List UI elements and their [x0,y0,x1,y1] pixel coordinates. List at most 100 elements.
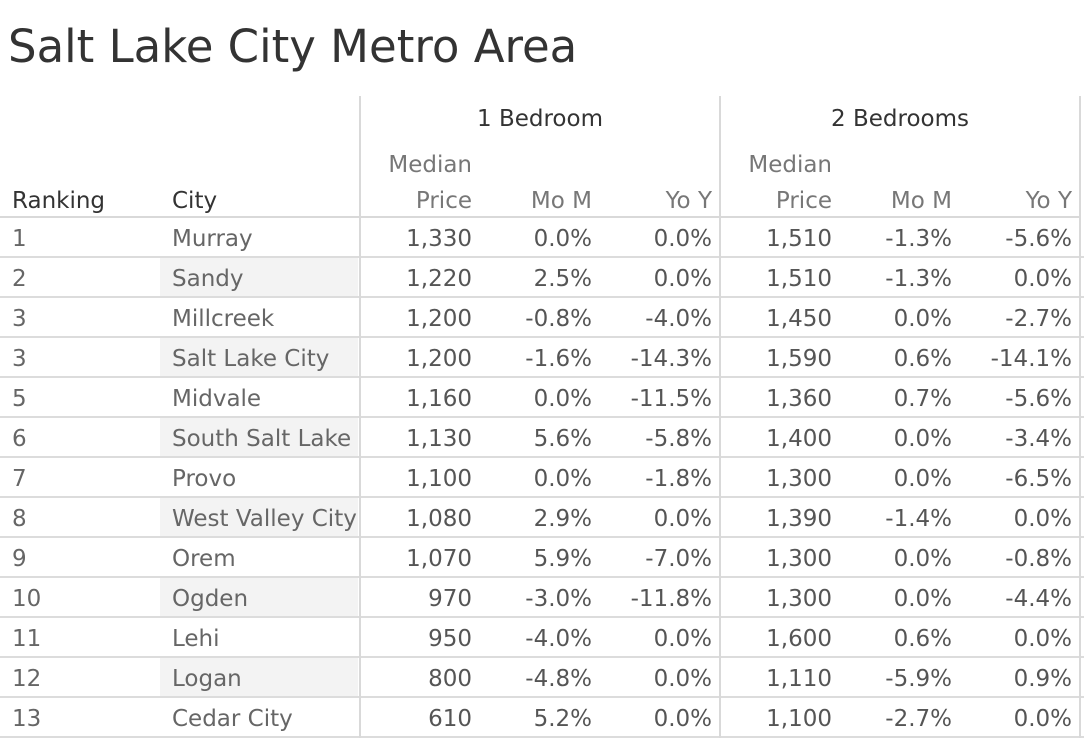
header-divider-1-bedroom [359,96,361,218]
ranking-cell: 13 [12,706,42,732]
two-bedrooms-price-cell: 1,100 [766,706,832,732]
table-row: 9 Orem 1,070 5.9% -7.0% 1,300 0.0% -0.8% [0,538,1084,578]
ranking-cell: 9 [12,546,27,572]
city-cell: West Valley City [160,498,358,536]
ranking-cell: 11 [12,626,42,652]
two-bedrooms-mom-cell: -5.9% [885,666,952,692]
one-bedroom-mom-cell: -4.0% [525,626,592,652]
two-bedrooms-yoy-cell: -14.1% [990,346,1072,372]
one-bedroom-yoy-cell: 0.0% [653,666,712,692]
mom-label-2: Mo M [890,188,952,214]
one-bedroom-mom-cell: 2.5% [533,266,592,292]
price-label-1: Price [415,188,472,214]
one-bedroom-yoy-cell: 0.0% [653,626,712,652]
one-bedroom-yoy-cell: -7.0% [645,546,712,572]
table-row: 13 Cedar City 610 5.2% 0.0% 1,100 -2.7% 0.0% [0,698,1084,738]
two-bedrooms-yoy-cell: -5.6% [1005,386,1072,412]
one-bedroom-price-cell: 950 [428,626,472,652]
one-bedroom-mom-cell: 2.9% [533,506,592,532]
two-bedrooms-mom-cell: 0.7% [893,386,952,412]
two-bedrooms-mom-cell: 0.0% [893,306,952,332]
city-cell: Cedar City [172,706,293,732]
table-row: 10 Ogden 970 -3.0% -11.8% 1,300 0.0% -4.4% [0,578,1084,618]
table-header: 1 Bedroom 2 Bedrooms Median Median Ranki… [0,96,1084,218]
table-row: 5 Midvale 1,160 0.0% -11.5% 1,360 0.7% -5.6% [0,378,1084,418]
group-label-2-bedrooms: 2 Bedrooms [831,106,969,132]
one-bedroom-mom-cell: -0.8% [525,306,592,332]
city-cell: Murray [172,226,253,252]
one-bedroom-yoy-cell: 0.0% [653,506,712,532]
table-body: 1 Murray 1,330 0.0% 0.0% 1,510 -1.3% -5.6% 2 Sand… [0,218,1084,738]
two-bedrooms-price-cell: 1,450 [766,306,832,332]
one-bedroom-mom-cell: -4.8% [525,666,592,692]
two-bedrooms-mom-cell: 0.6% [893,346,952,372]
median-label-2: Median [748,152,832,178]
ranking-cell: 2 [12,266,27,292]
two-bedrooms-mom-cell: 0.6% [893,626,952,652]
one-bedroom-price-cell: 800 [428,666,472,692]
two-bedrooms-price-cell: 1,300 [766,586,832,612]
table-rows: 1 Murray 1,330 0.0% 0.0% 1,510 -1.3% -5.6% 2 Sand… [0,218,1084,738]
city-cell: Orem [172,546,236,572]
one-bedroom-yoy-cell: -1.8% [645,466,712,492]
ranking-cell: 6 [12,426,27,452]
column-header-city: City [172,188,218,214]
header-divider-2-bedrooms [719,96,721,218]
two-bedrooms-yoy-cell: 0.0% [1013,266,1072,292]
two-bedrooms-mom-cell: 0.0% [893,426,952,452]
one-bedroom-price-cell: 970 [428,586,472,612]
one-bedroom-price-cell: 1,070 [406,546,472,572]
two-bedrooms-mom-cell: -1.3% [885,266,952,292]
two-bedrooms-yoy-cell: 0.9% [1013,666,1072,692]
header-bottom-rule [0,216,1080,218]
ranking-cell: 7 [12,466,27,492]
two-bedrooms-price-cell: 1,300 [766,546,832,572]
two-bedrooms-mom-cell: 0.0% [893,466,952,492]
city-cell: Millcreek [172,306,275,332]
two-bedrooms-yoy-cell: -2.7% [1005,306,1072,332]
page-title: Salt Lake City Metro Area [8,20,578,73]
two-bedrooms-price-cell: 1,510 [766,226,832,252]
two-bedrooms-price-cell: 1,390 [766,506,832,532]
two-bedrooms-yoy-cell: 0.0% [1013,706,1072,732]
two-bedrooms-yoy-cell: 0.0% [1013,626,1072,652]
one-bedroom-mom-cell: 5.2% [533,706,592,732]
city-cell: Provo [172,466,237,492]
city-cell: Midvale [172,386,262,412]
group-label-1-bedroom: 1 Bedroom [477,106,603,132]
two-bedrooms-price-cell: 1,400 [766,426,832,452]
one-bedroom-mom-cell: -1.6% [525,346,592,372]
table-row: 11 Lehi 950 -4.0% 0.0% 1,600 0.6% 0.0% [0,618,1084,658]
ranking-cell: 8 [12,506,27,532]
mom-label-1: Mo M [530,188,592,214]
city-cell: Lehi [172,626,220,652]
two-bedrooms-price-cell: 1,300 [766,466,832,492]
two-bedrooms-yoy-cell: -5.6% [1005,226,1072,252]
body-divider-right [1079,218,1081,738]
one-bedroom-price-cell: 1,080 [406,506,472,532]
one-bedroom-yoy-cell: -14.3% [630,346,712,372]
two-bedrooms-price-cell: 1,510 [766,266,832,292]
one-bedroom-price-cell: 610 [428,706,472,732]
table-row: 2 Sandy 1,220 2.5% 0.0% 1,510 -1.3% 0.0% [0,258,1084,298]
ranking-cell: 3 [12,346,27,372]
one-bedroom-yoy-cell: 0.0% [653,706,712,732]
one-bedroom-mom-cell: 0.0% [533,226,592,252]
city-cell: South Salt Lake [160,418,358,456]
table-row: 6 South Salt Lake 1,130 5.6% -5.8% 1,400 0.0% -… [0,418,1084,458]
table-row: 7 Provo 1,100 0.0% -1.8% 1,300 0.0% -6.5% [0,458,1084,498]
table-row: 12 Logan 800 -4.8% 0.0% 1,110 -5.9% 0.9% [0,658,1084,698]
column-header-ranking: Ranking [12,188,106,214]
two-bedrooms-price-cell: 1,590 [766,346,832,372]
two-bedrooms-price-cell: 1,600 [766,626,832,652]
one-bedroom-yoy-cell: -5.8% [645,426,712,452]
two-bedrooms-yoy-cell: -3.4% [1005,426,1072,452]
yoy-label-2: Yo Y [1025,188,1072,214]
one-bedroom-price-cell: 1,220 [406,266,472,292]
two-bedrooms-price-cell: 1,110 [766,666,832,692]
ranking-cell: 3 [12,306,27,332]
two-bedrooms-mom-cell: -2.7% [885,706,952,732]
one-bedroom-price-cell: 1,160 [406,386,472,412]
one-bedroom-price-cell: 1,100 [406,466,472,492]
table-row: 3 Millcreek 1,200 -0.8% -4.0% 1,450 0.0% -2.7% [0,298,1084,338]
